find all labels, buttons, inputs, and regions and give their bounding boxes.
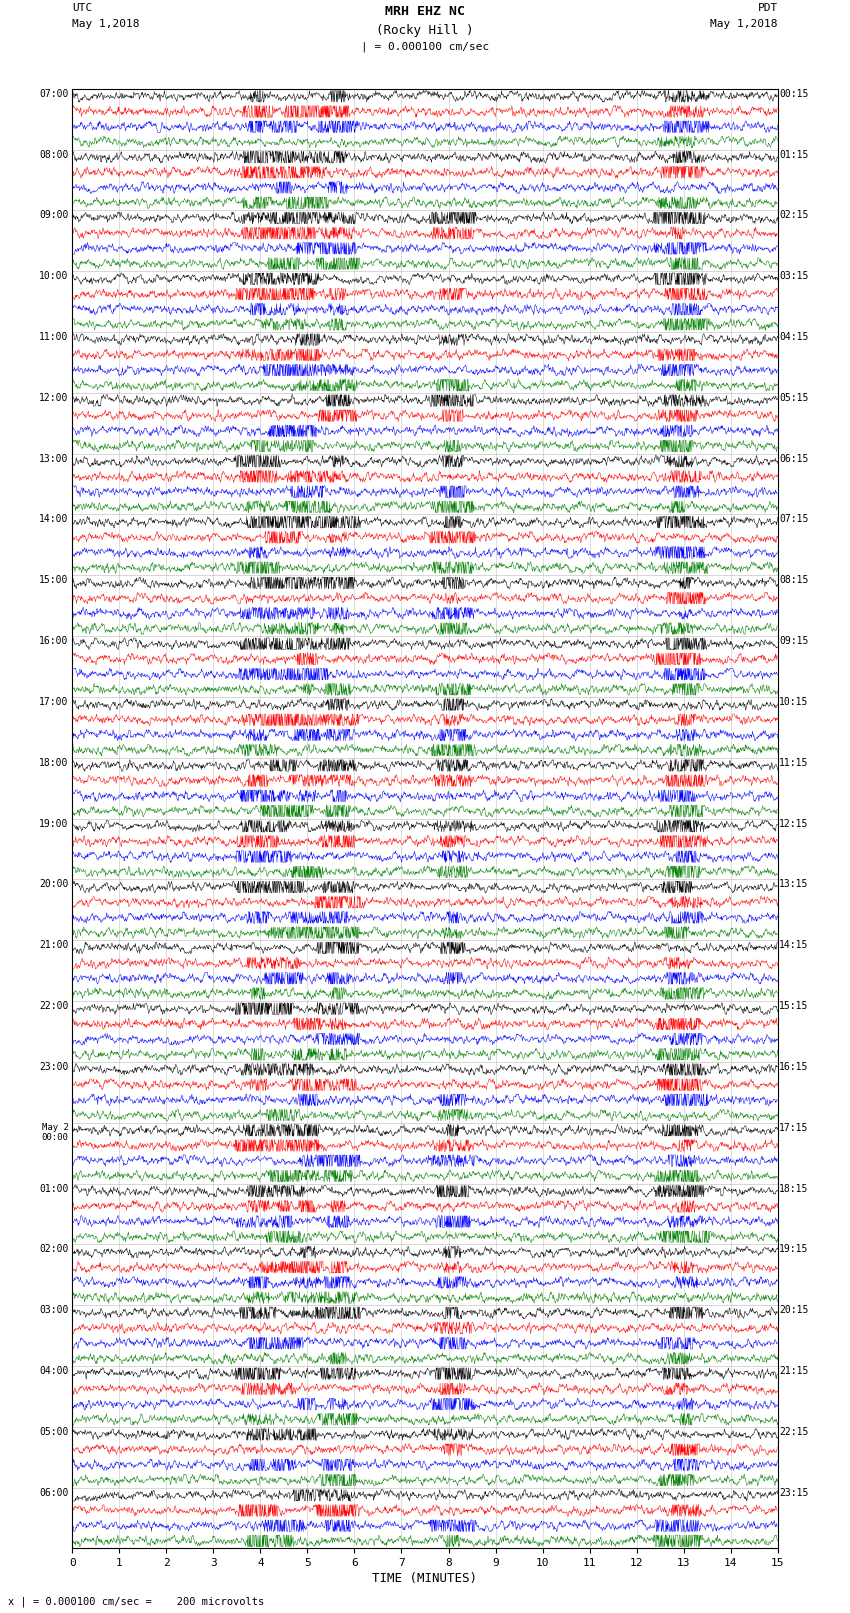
Text: 05:00: 05:00	[39, 1428, 69, 1437]
Text: 12:15: 12:15	[779, 819, 808, 829]
Text: 15:00: 15:00	[39, 576, 69, 586]
Text: 05:15: 05:15	[779, 394, 808, 403]
Text: 11:15: 11:15	[779, 758, 808, 768]
Text: 03:15: 03:15	[779, 271, 808, 281]
Text: 23:15: 23:15	[779, 1487, 808, 1497]
X-axis label: TIME (MINUTES): TIME (MINUTES)	[372, 1573, 478, 1586]
Text: 14:15: 14:15	[779, 940, 808, 950]
Text: | = 0.000100 cm/sec: | = 0.000100 cm/sec	[361, 42, 489, 53]
Text: 21:15: 21:15	[779, 1366, 808, 1376]
Text: 04:00: 04:00	[39, 1366, 69, 1376]
Text: 09:15: 09:15	[779, 636, 808, 647]
Text: 09:00: 09:00	[39, 210, 69, 221]
Text: 07:15: 07:15	[779, 515, 808, 524]
Text: 18:15: 18:15	[779, 1184, 808, 1194]
Text: 11:00: 11:00	[39, 332, 69, 342]
Text: 08:00: 08:00	[39, 150, 69, 160]
Text: 23:00: 23:00	[39, 1061, 69, 1073]
Text: 02:15: 02:15	[779, 210, 808, 221]
Text: UTC: UTC	[72, 3, 93, 13]
Text: 10:15: 10:15	[779, 697, 808, 706]
Text: 07:00: 07:00	[39, 89, 69, 98]
Text: 20:15: 20:15	[779, 1305, 808, 1315]
Text: 00:15: 00:15	[779, 89, 808, 98]
Text: 08:15: 08:15	[779, 576, 808, 586]
Text: 20:00: 20:00	[39, 879, 69, 889]
Text: 15:15: 15:15	[779, 1002, 808, 1011]
Text: 22:15: 22:15	[779, 1428, 808, 1437]
Text: 21:00: 21:00	[39, 940, 69, 950]
Text: 03:00: 03:00	[39, 1305, 69, 1315]
Text: 13:15: 13:15	[779, 879, 808, 889]
Text: May 1,2018: May 1,2018	[711, 19, 778, 29]
Text: 12:00: 12:00	[39, 394, 69, 403]
Text: 17:15: 17:15	[779, 1123, 808, 1132]
Text: 17:00: 17:00	[39, 697, 69, 706]
Text: 22:00: 22:00	[39, 1002, 69, 1011]
Text: 06:15: 06:15	[779, 453, 808, 463]
Text: 01:15: 01:15	[779, 150, 808, 160]
Text: 13:00: 13:00	[39, 453, 69, 463]
Text: May 2
00:00: May 2 00:00	[42, 1123, 69, 1142]
Text: (Rocky Hill ): (Rocky Hill )	[377, 24, 473, 37]
Text: MRH EHZ NC: MRH EHZ NC	[385, 5, 465, 18]
Text: PDT: PDT	[757, 3, 778, 13]
Text: 04:15: 04:15	[779, 332, 808, 342]
Text: x | = 0.000100 cm/sec =    200 microvolts: x | = 0.000100 cm/sec = 200 microvolts	[8, 1595, 264, 1607]
Text: May 1,2018: May 1,2018	[72, 19, 139, 29]
Text: 18:00: 18:00	[39, 758, 69, 768]
Text: 19:00: 19:00	[39, 819, 69, 829]
Text: 10:00: 10:00	[39, 271, 69, 281]
Text: 16:00: 16:00	[39, 636, 69, 647]
Text: 02:00: 02:00	[39, 1244, 69, 1255]
Text: 01:00: 01:00	[39, 1184, 69, 1194]
Text: 06:00: 06:00	[39, 1487, 69, 1497]
Text: 14:00: 14:00	[39, 515, 69, 524]
Text: 19:15: 19:15	[779, 1244, 808, 1255]
Text: 16:15: 16:15	[779, 1061, 808, 1073]
